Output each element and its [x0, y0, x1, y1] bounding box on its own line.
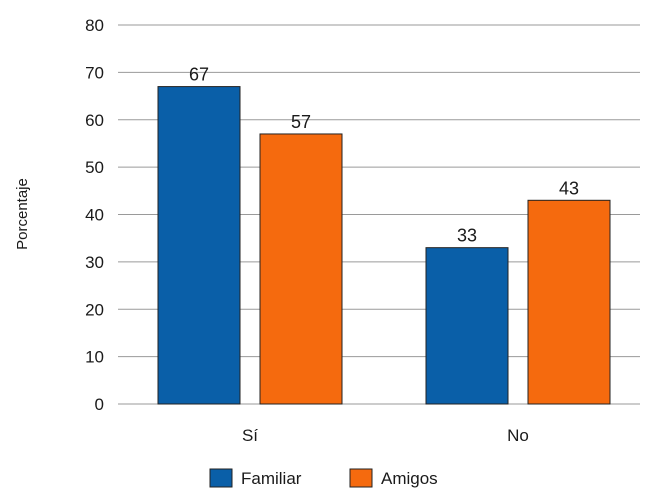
bars: [157, 86, 611, 405]
y-tick-label: 50: [85, 158, 104, 177]
bar-familiar-0: [157, 86, 241, 405]
y-tick-label: 20: [85, 300, 104, 319]
bar-amigos-0: [259, 133, 343, 405]
legend-swatch: [349, 468, 373, 488]
legend: Familiar Amigos: [209, 468, 438, 488]
y-axis-title: Porcentaje: [14, 178, 31, 250]
y-tick-label: 60: [85, 111, 104, 130]
bar-amigos-1: [527, 199, 611, 405]
y-tick-label: 10: [85, 348, 104, 367]
y-tick-label: 40: [85, 206, 104, 225]
x-tick-label: No: [507, 426, 529, 445]
x-tick-label: Sí: [242, 426, 258, 445]
y-tick-label: 70: [85, 63, 104, 82]
x-axis-ticks: Sí No: [242, 426, 529, 445]
data-label: 67: [189, 65, 209, 85]
data-label: 43: [559, 178, 579, 198]
legend-label: Familiar: [241, 469, 302, 488]
data-label: 33: [457, 226, 477, 246]
y-tick-label: 80: [85, 16, 104, 35]
bar-familiar-1: [425, 247, 509, 405]
legend-label: Amigos: [381, 469, 438, 488]
data-labels: 67 57 33 43: [189, 65, 579, 246]
data-label: 57: [291, 112, 311, 132]
y-axis-ticks: 0 10 20 30 40 50 60 70 80: [85, 16, 104, 414]
y-tick-label: 0: [95, 395, 104, 414]
legend-swatch: [209, 468, 233, 488]
y-tick-label: 30: [85, 253, 104, 272]
